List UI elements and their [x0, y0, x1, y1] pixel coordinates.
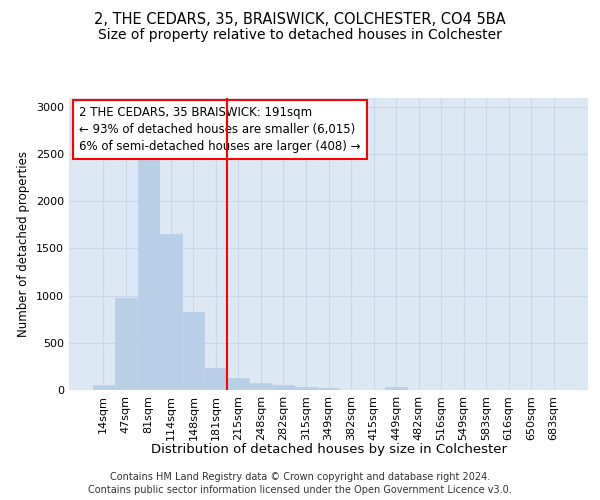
Bar	[318, 388, 339, 390]
Text: 2, THE CEDARS, 35, BRAISWICK, COLCHESTER, CO4 5BA: 2, THE CEDARS, 35, BRAISWICK, COLCHESTER…	[94, 12, 506, 28]
Bar	[205, 368, 227, 390]
Bar	[137, 159, 159, 390]
Bar	[250, 383, 272, 390]
Y-axis label: Number of detached properties: Number of detached properties	[17, 151, 31, 337]
Bar	[182, 312, 204, 390]
Bar	[385, 387, 407, 390]
Bar	[273, 386, 294, 390]
Bar	[160, 234, 182, 390]
Text: Size of property relative to detached houses in Colchester: Size of property relative to detached ho…	[98, 28, 502, 42]
Text: Contains HM Land Registry data © Crown copyright and database right 2024.: Contains HM Land Registry data © Crown c…	[110, 472, 490, 482]
Bar	[115, 298, 137, 390]
Bar	[295, 387, 317, 390]
Text: Distribution of detached houses by size in Colchester: Distribution of detached houses by size …	[151, 442, 507, 456]
Text: 2 THE CEDARS, 35 BRAISWICK: 191sqm
← 93% of detached houses are smaller (6,015)
: 2 THE CEDARS, 35 BRAISWICK: 191sqm ← 93%…	[79, 106, 361, 154]
Text: Contains public sector information licensed under the Open Government Licence v3: Contains public sector information licen…	[88, 485, 512, 495]
Bar	[92, 386, 114, 390]
Bar	[228, 378, 249, 390]
